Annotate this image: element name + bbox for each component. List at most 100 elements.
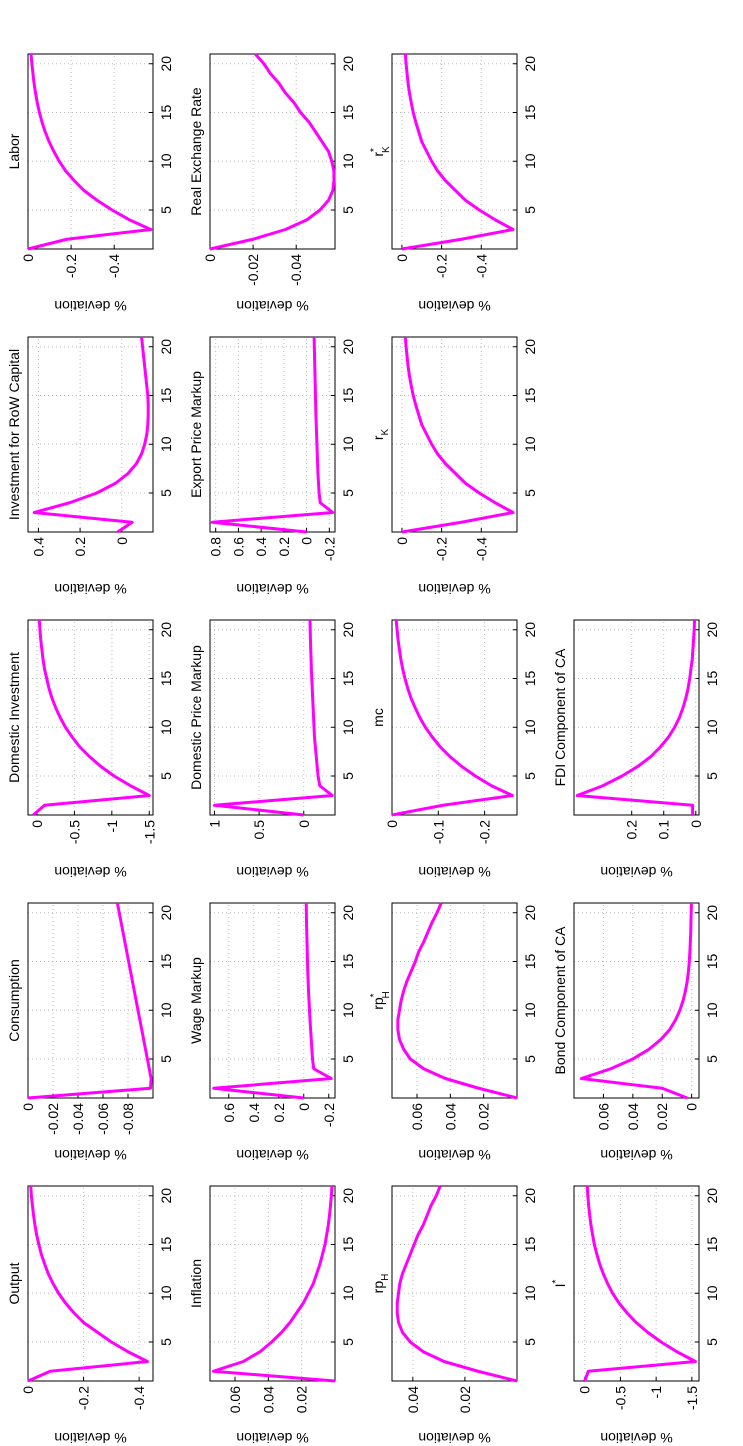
line-series: [212, 902, 333, 1100]
line-series: [579, 902, 693, 1100]
plot-frame: [209, 1185, 336, 1382]
y-tick-label: -0.1: [430, 820, 446, 844]
panel-title: Labor: [6, 133, 22, 169]
title-subscript: H: [381, 991, 392, 998]
y-tick-label: -0.08: [120, 1103, 136, 1135]
y-tick-label: 0.02: [654, 1103, 670, 1130]
panel-title: Export Price Markup: [188, 371, 204, 498]
x-tick-label: 5: [340, 1338, 356, 1346]
x-tick-label: 20: [158, 622, 174, 638]
panel-title: Bond Component of CA: [552, 926, 568, 1075]
x-tick-label: 5: [704, 1055, 720, 1063]
title-text: Wage Markup: [188, 957, 204, 1044]
y-tick-label: 0.04: [625, 1103, 641, 1130]
y-tick-label: 0.6: [230, 537, 246, 557]
y-axis-label: % deviation: [236, 298, 308, 314]
y-tick-label: -0.2: [434, 537, 450, 561]
y-tick-label: -1: [648, 1386, 664, 1399]
panel: 5 10 15 20 -0.4 -0.2 0 r*K % deviation: [369, 53, 538, 314]
x-tick-label: 10: [522, 1002, 538, 1018]
line-series: [27, 53, 153, 251]
y-tick-label: 0.2: [276, 537, 292, 557]
x-tick-label: 15: [340, 105, 356, 121]
x-tick-label: 15: [158, 671, 174, 687]
plot-frame: [573, 1185, 700, 1382]
x-tick-label: 10: [340, 1285, 356, 1301]
x-tick-label: 5: [158, 1055, 174, 1063]
x-tick-label: 5: [704, 1338, 720, 1346]
y-tick-label: -0.4: [473, 537, 489, 561]
title-text: rp: [370, 1281, 386, 1294]
x-tick-label: 20: [522, 1188, 538, 1204]
title-text: rp: [370, 997, 386, 1010]
line-series: [212, 619, 334, 817]
plot-frame: [209, 902, 336, 1099]
y-tick-label: -0.2: [76, 1386, 92, 1410]
title-subscript: K: [380, 429, 391, 436]
x-tick-label: 5: [522, 1055, 538, 1063]
y-axis-label: % deviation: [418, 1430, 490, 1446]
title-text: Investment for RoW Capital: [6, 349, 22, 520]
x-tick-label: 5: [340, 489, 356, 497]
y-tick-label: -0.4: [131, 1386, 147, 1410]
y-axis-label: % deviation: [418, 1147, 490, 1163]
y-axis-label: % deviation: [418, 581, 490, 597]
x-tick-label: 15: [158, 388, 174, 404]
line-series: [27, 902, 153, 1100]
panel-title: Real Exchange Rate: [188, 87, 204, 216]
y-tick-label: -0.2: [434, 254, 450, 278]
plot-frame: [209, 619, 336, 816]
y-tick-label: -1: [104, 820, 120, 833]
x-tick-label: 5: [158, 489, 174, 497]
y-tick-label: 0.5: [251, 820, 267, 840]
title-superscript: *: [551, 1280, 562, 1284]
panel: 5 10 15 20 -0.2 0 0.2 0.4 0.6 Wage Markup % deviat…: [188, 902, 356, 1163]
panel: 5 10 15 20 0.02 0.04 0.06 rp*H % deviation: [369, 902, 538, 1163]
y-tick-label: 0.1: [656, 820, 672, 840]
x-tick-label: 10: [158, 719, 174, 735]
y-tick-label: 0.2: [72, 537, 88, 557]
title-text: r: [370, 152, 386, 157]
y-tick-label: 0.04: [260, 1386, 276, 1413]
y-tick-label: -1.5: [141, 820, 157, 844]
y-tick-label: -0.2: [321, 1103, 337, 1127]
panel: 5 10 15 20 -0.4 -0.2 0 Output % deviation: [6, 1185, 174, 1446]
x-tick-label: 15: [340, 954, 356, 970]
y-tick-label: 0.2: [624, 820, 640, 840]
panel-title: Consumption: [6, 959, 22, 1042]
y-tick-label: 0: [296, 820, 312, 828]
y-axis-label: % deviation: [236, 581, 308, 597]
y-tick-label: 0.04: [442, 1103, 458, 1130]
panel: 5 10 15 20 0 0.02 0.04 0.06 Bond Component of CA…: [552, 902, 720, 1163]
x-tick-label: 10: [704, 1285, 720, 1301]
panel-title: rp*H: [369, 991, 392, 1010]
x-tick-label: 15: [704, 954, 720, 970]
y-tick-label: -0.2: [63, 254, 79, 278]
y-tick-label: 0.4: [253, 537, 269, 557]
panel: 5 10 15 20 -0.4 -0.2 0 Labor % deviation: [6, 53, 174, 314]
panel-title: Domestic Investment: [6, 652, 22, 783]
x-tick-label: 20: [704, 905, 720, 921]
plot-frame: [209, 336, 336, 533]
line-series: [210, 336, 335, 534]
x-tick-label: 15: [704, 1237, 720, 1253]
x-tick-label: 20: [158, 56, 174, 72]
y-tick-label: -0.2: [321, 537, 337, 561]
x-tick-label: 20: [522, 339, 538, 355]
panel: 5 10 15 20 -0.08 -0.06 -0.04 -0.02 0 Consumption%…: [6, 902, 174, 1163]
y-tick-label: 0: [202, 254, 218, 262]
plot-frame: [27, 902, 154, 1099]
x-tick-label: 20: [158, 1188, 174, 1204]
y-tick-label: 0.04: [405, 1386, 421, 1413]
plot-frame: [391, 902, 518, 1099]
y-tick-label: 0.2: [271, 1103, 287, 1123]
panel-title: FDI Component of CA: [552, 648, 568, 786]
line-series: [401, 336, 515, 534]
panel: 5 10 15 20 -1.5 -1 -0.5 0 Domestic Investment % d…: [6, 619, 174, 880]
x-tick-label: 5: [340, 1055, 356, 1063]
panel-title: Investment for RoW Capital: [6, 349, 22, 520]
x-tick-label: 15: [704, 671, 720, 687]
